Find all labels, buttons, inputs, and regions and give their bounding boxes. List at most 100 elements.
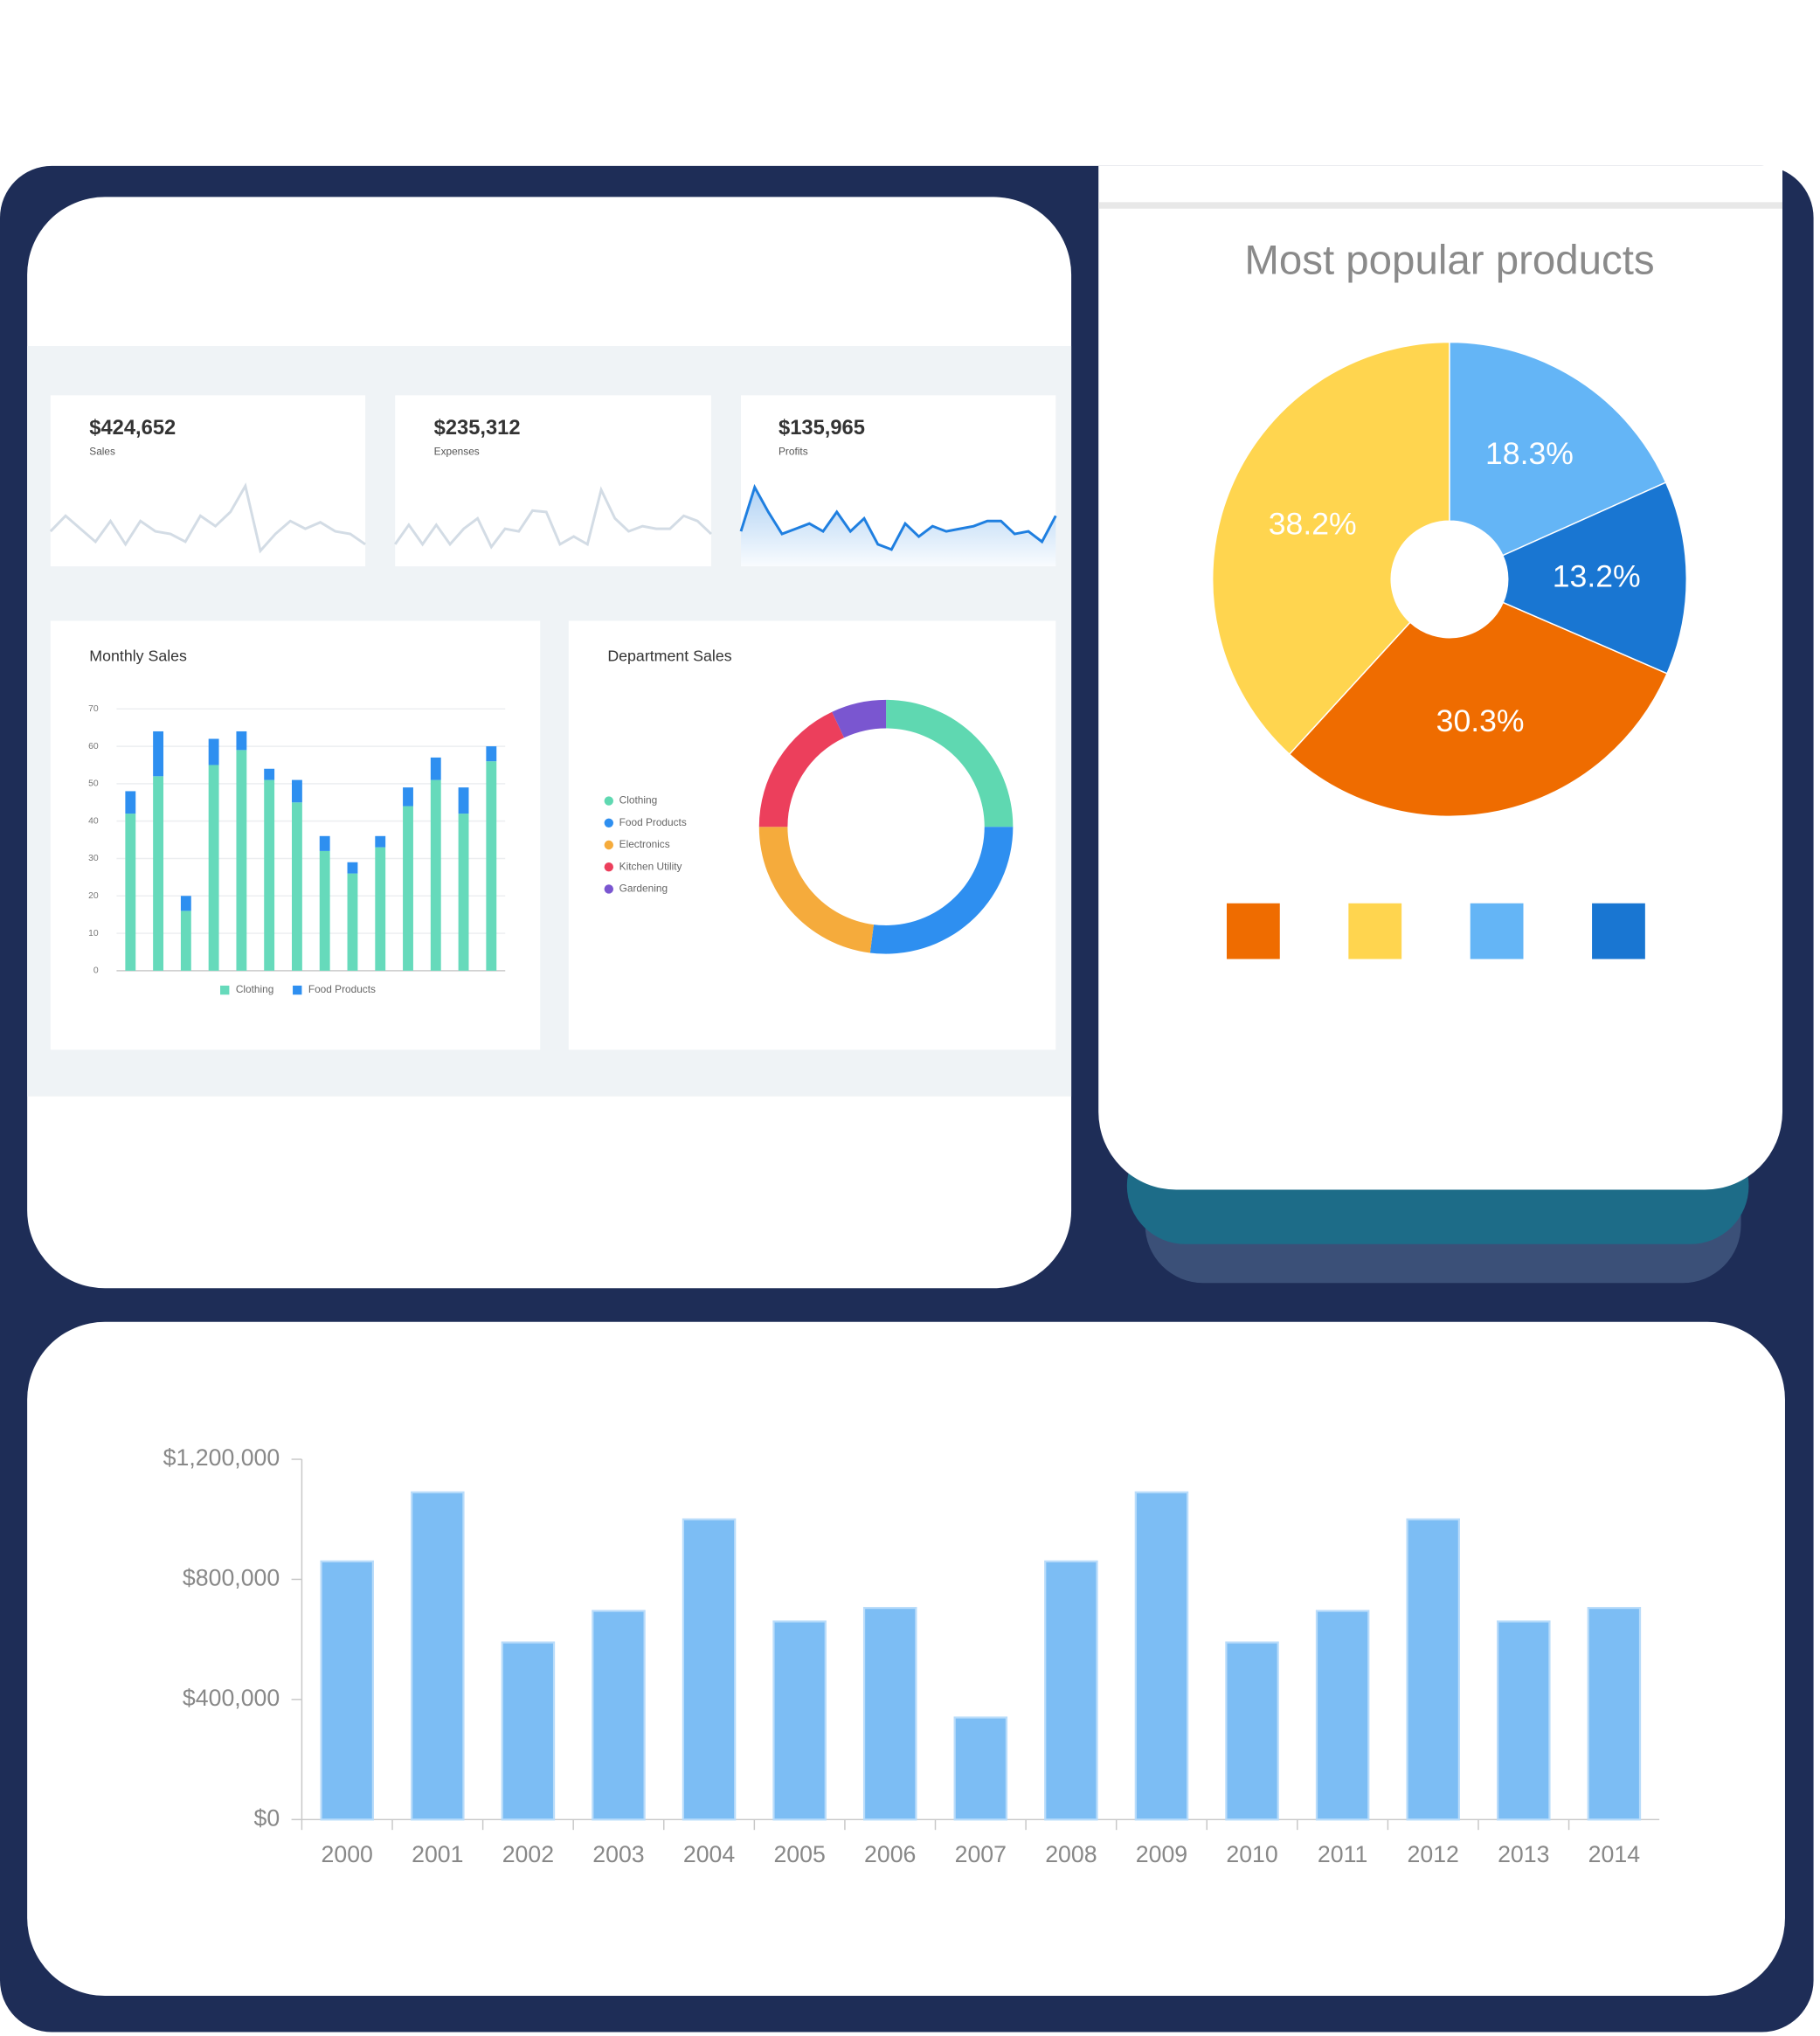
y-tick-label: 10: [88, 929, 99, 938]
donut-slice: [758, 711, 845, 828]
legend-dot: [604, 862, 613, 872]
bar-segment: [292, 802, 302, 971]
pie-slice: [1211, 341, 1450, 756]
bar-segment: [292, 779, 302, 803]
legend-dot: [604, 796, 613, 806]
bar: [862, 1606, 917, 1821]
bar: [1315, 1610, 1370, 1821]
legend-swatch: [220, 985, 230, 995]
bar: [501, 1641, 556, 1821]
x-tick-label: 2005: [773, 1841, 825, 1867]
bar: [1225, 1641, 1279, 1821]
bar-segment: [458, 787, 469, 814]
divider: [1098, 202, 1783, 209]
kpi-card: [395, 395, 711, 567]
x-tick-label: 2007: [955, 1841, 1007, 1867]
x-tick-label: 2013: [1498, 1841, 1549, 1867]
legend-label: Clothing: [619, 794, 658, 807]
line: [49, 482, 366, 554]
kpi-value: $424,652: [89, 417, 176, 440]
bar: [1134, 1491, 1189, 1821]
data-label: 18.3%: [1485, 436, 1574, 471]
area: [741, 487, 1056, 567]
chart-title: Monthly Sales: [89, 648, 187, 665]
bar: [592, 1610, 646, 1821]
data-label: 13.2%: [1553, 558, 1641, 593]
bar-segment: [264, 768, 275, 780]
bar-segment: [458, 814, 469, 971]
chart-title: Department Sales: [607, 648, 731, 665]
bar: [1587, 1606, 1642, 1821]
x-tick-label: 2001: [412, 1841, 463, 1867]
y-tick-label: 50: [88, 779, 99, 789]
bar-segment: [430, 779, 441, 971]
y-tick-label: 70: [88, 704, 99, 714]
donut-slice: [832, 699, 887, 738]
pie-slice: [1288, 601, 1668, 818]
legend-swatch: [293, 985, 302, 995]
bar-segment: [403, 806, 413, 971]
legend-swatch: [1592, 903, 1645, 959]
bar-segment: [236, 731, 247, 751]
donut-slice: [869, 827, 1014, 954]
line: [739, 483, 1057, 551]
x-tick-label: 2014: [1588, 1841, 1641, 1867]
bar-segment: [264, 779, 275, 971]
x-tick-label: 2002: [502, 1841, 554, 1867]
bar-segment: [375, 835, 386, 848]
kpi-card: [50, 395, 366, 567]
x-tick-label: 2003: [592, 1841, 644, 1867]
donut-slice: [886, 699, 1014, 828]
bar: [1406, 1518, 1460, 1821]
data-label: 30.3%: [1436, 703, 1525, 738]
legend-dot: [604, 884, 613, 894]
y-tick-label: 40: [88, 816, 99, 826]
bar: [320, 1560, 374, 1821]
x-tick-label: 2009: [1136, 1841, 1187, 1867]
pie-slice: [1449, 341, 1667, 557]
bar-segment: [125, 814, 136, 971]
y-tick-label: $800,000: [183, 1564, 280, 1590]
legend-swatch: [1470, 903, 1524, 959]
y-tick-label: 30: [88, 854, 99, 863]
bar-segment: [180, 911, 191, 971]
x-tick-label: 2006: [864, 1841, 916, 1867]
y-tick-label: 20: [88, 891, 99, 901]
legend-label: Kitchen Utility: [619, 860, 682, 872]
bar-segment: [347, 873, 358, 971]
kpi-label: Expenses: [434, 446, 480, 458]
bar: [411, 1491, 465, 1821]
bar-segment: [153, 776, 164, 971]
x-tick-label: 2004: [683, 1841, 736, 1867]
pie-slice: [1501, 481, 1687, 675]
bar-segment: [319, 850, 330, 971]
bar-segment: [236, 750, 247, 971]
legend-label: Food Products: [308, 983, 376, 995]
legend-label: Gardening: [619, 883, 668, 895]
x-tick-label: 2000: [322, 1841, 373, 1867]
y-tick-label: 60: [88, 742, 99, 751]
legend-dot: [604, 840, 613, 850]
x-tick-label: 2012: [1408, 1841, 1459, 1867]
donut-slice: [758, 827, 874, 953]
legend-label: Food Products: [619, 816, 687, 828]
x-tick-label: 2011: [1318, 1841, 1367, 1867]
kpi-value: $235,312: [434, 417, 521, 440]
x-tick-label: 2008: [1045, 1841, 1097, 1867]
y-tick-label: $400,000: [183, 1685, 280, 1711]
y-tick-label: $1,200,000: [163, 1444, 280, 1471]
bar-segment: [486, 761, 497, 971]
bar-segment: [208, 738, 219, 765]
y-tick-label: 0: [93, 966, 99, 976]
bar-segment: [180, 896, 191, 911]
chart-title: Most popular products: [1244, 238, 1654, 284]
legend-label: Electronics: [619, 838, 670, 850]
data-label: 38.2%: [1269, 506, 1357, 541]
bar-segment: [153, 731, 164, 777]
kpi-label: Sales: [89, 446, 115, 458]
bar: [1497, 1620, 1551, 1821]
bar: [953, 1716, 1008, 1821]
panel: [568, 620, 1056, 1050]
x-tick-label: 2010: [1226, 1841, 1277, 1867]
